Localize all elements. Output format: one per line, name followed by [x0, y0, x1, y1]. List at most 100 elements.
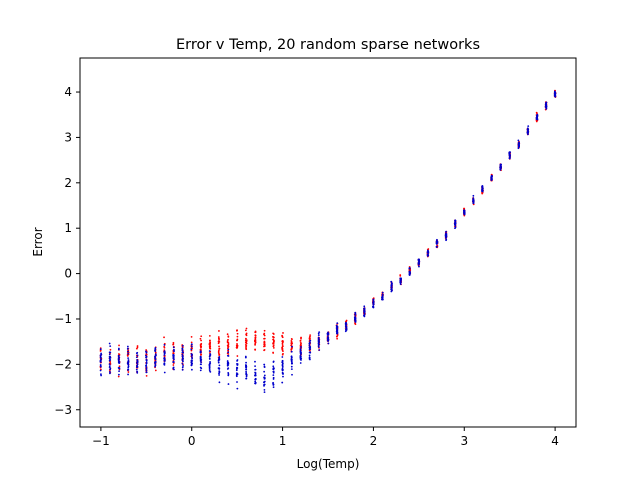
data-point	[145, 367, 148, 370]
data-point	[336, 326, 339, 329]
data-point	[154, 353, 157, 356]
data-point	[227, 364, 230, 366]
data-point	[109, 368, 112, 371]
data-point	[345, 323, 348, 325]
data-point	[263, 349, 265, 352]
data-point	[372, 303, 375, 306]
data-point	[309, 351, 312, 353]
data-point	[136, 354, 139, 357]
data-point	[181, 351, 184, 354]
data-point	[345, 327, 348, 330]
data-point	[290, 349, 293, 351]
data-point	[290, 355, 293, 358]
data-point	[263, 337, 265, 340]
data-point	[463, 210, 466, 213]
x-tick-label: 4	[551, 434, 559, 448]
data-point	[327, 342, 330, 345]
data-point	[227, 374, 230, 377]
data-point	[190, 341, 193, 344]
data-point	[236, 339, 239, 342]
data-point	[127, 373, 129, 376]
data-point	[291, 373, 293, 376]
data-point	[300, 336, 302, 339]
data-point	[236, 345, 239, 348]
data-point	[208, 342, 211, 345]
data-point	[181, 349, 184, 352]
data-point	[272, 361, 275, 363]
data-point	[236, 335, 239, 338]
data-point	[136, 363, 139, 366]
data-point	[317, 332, 320, 335]
data-point	[290, 340, 293, 342]
points-layer	[99, 89, 557, 393]
data-point	[263, 329, 266, 332]
data-point	[209, 344, 211, 347]
x-tick-label: 3	[460, 434, 468, 448]
data-point	[309, 334, 312, 337]
data-point	[100, 373, 102, 376]
data-point	[145, 359, 148, 361]
data-point	[290, 350, 293, 353]
data-point	[163, 346, 166, 349]
data-point	[454, 226, 457, 229]
data-point	[490, 175, 493, 178]
data-point	[399, 281, 402, 284]
data-point	[117, 361, 120, 363]
data-point	[308, 348, 311, 351]
data-point	[254, 331, 257, 334]
data-point	[290, 368, 293, 371]
data-point	[226, 354, 229, 357]
data-point	[227, 348, 230, 351]
data-point	[209, 353, 212, 355]
data-point	[217, 361, 220, 364]
data-point	[218, 345, 220, 348]
data-point	[263, 332, 266, 335]
data-point	[117, 355, 120, 358]
y-tick-label: −1	[54, 312, 72, 326]
data-point	[272, 332, 275, 335]
data-point	[163, 336, 165, 339]
data-point	[109, 372, 111, 375]
data-point	[109, 358, 112, 361]
data-point	[254, 378, 257, 380]
data-point	[527, 128, 529, 130]
data-point	[308, 344, 311, 347]
data-point	[526, 130, 529, 133]
data-point	[327, 336, 330, 338]
data-point	[245, 347, 247, 350]
data-point	[291, 338, 293, 341]
data-point	[190, 361, 193, 364]
data-point	[245, 365, 248, 368]
data-point	[191, 356, 193, 358]
data-point	[463, 207, 465, 210]
data-point	[190, 348, 193, 351]
data-point	[145, 371, 148, 374]
data-point	[145, 366, 148, 368]
data-point	[263, 388, 266, 391]
data-point	[163, 371, 166, 374]
data-point	[181, 344, 184, 347]
data-point	[299, 353, 302, 356]
data-point	[172, 352, 175, 354]
data-point	[218, 347, 221, 350]
data-point	[263, 391, 266, 393]
data-point	[336, 332, 339, 335]
data-point	[200, 335, 203, 338]
data-point	[218, 381, 221, 384]
data-point	[163, 362, 166, 365]
data-point	[99, 355, 102, 358]
data-point	[254, 371, 256, 374]
data-point	[354, 323, 357, 326]
data-point	[363, 313, 366, 316]
data-point	[208, 358, 211, 360]
x-tick-label: −1	[92, 434, 110, 448]
data-point	[145, 349, 148, 351]
data-point	[154, 347, 157, 349]
data-point	[172, 355, 175, 357]
data-point	[336, 322, 339, 325]
data-point	[254, 382, 257, 385]
data-point	[336, 330, 338, 333]
data-point	[426, 254, 429, 257]
data-point	[235, 369, 238, 372]
data-point	[190, 345, 193, 348]
